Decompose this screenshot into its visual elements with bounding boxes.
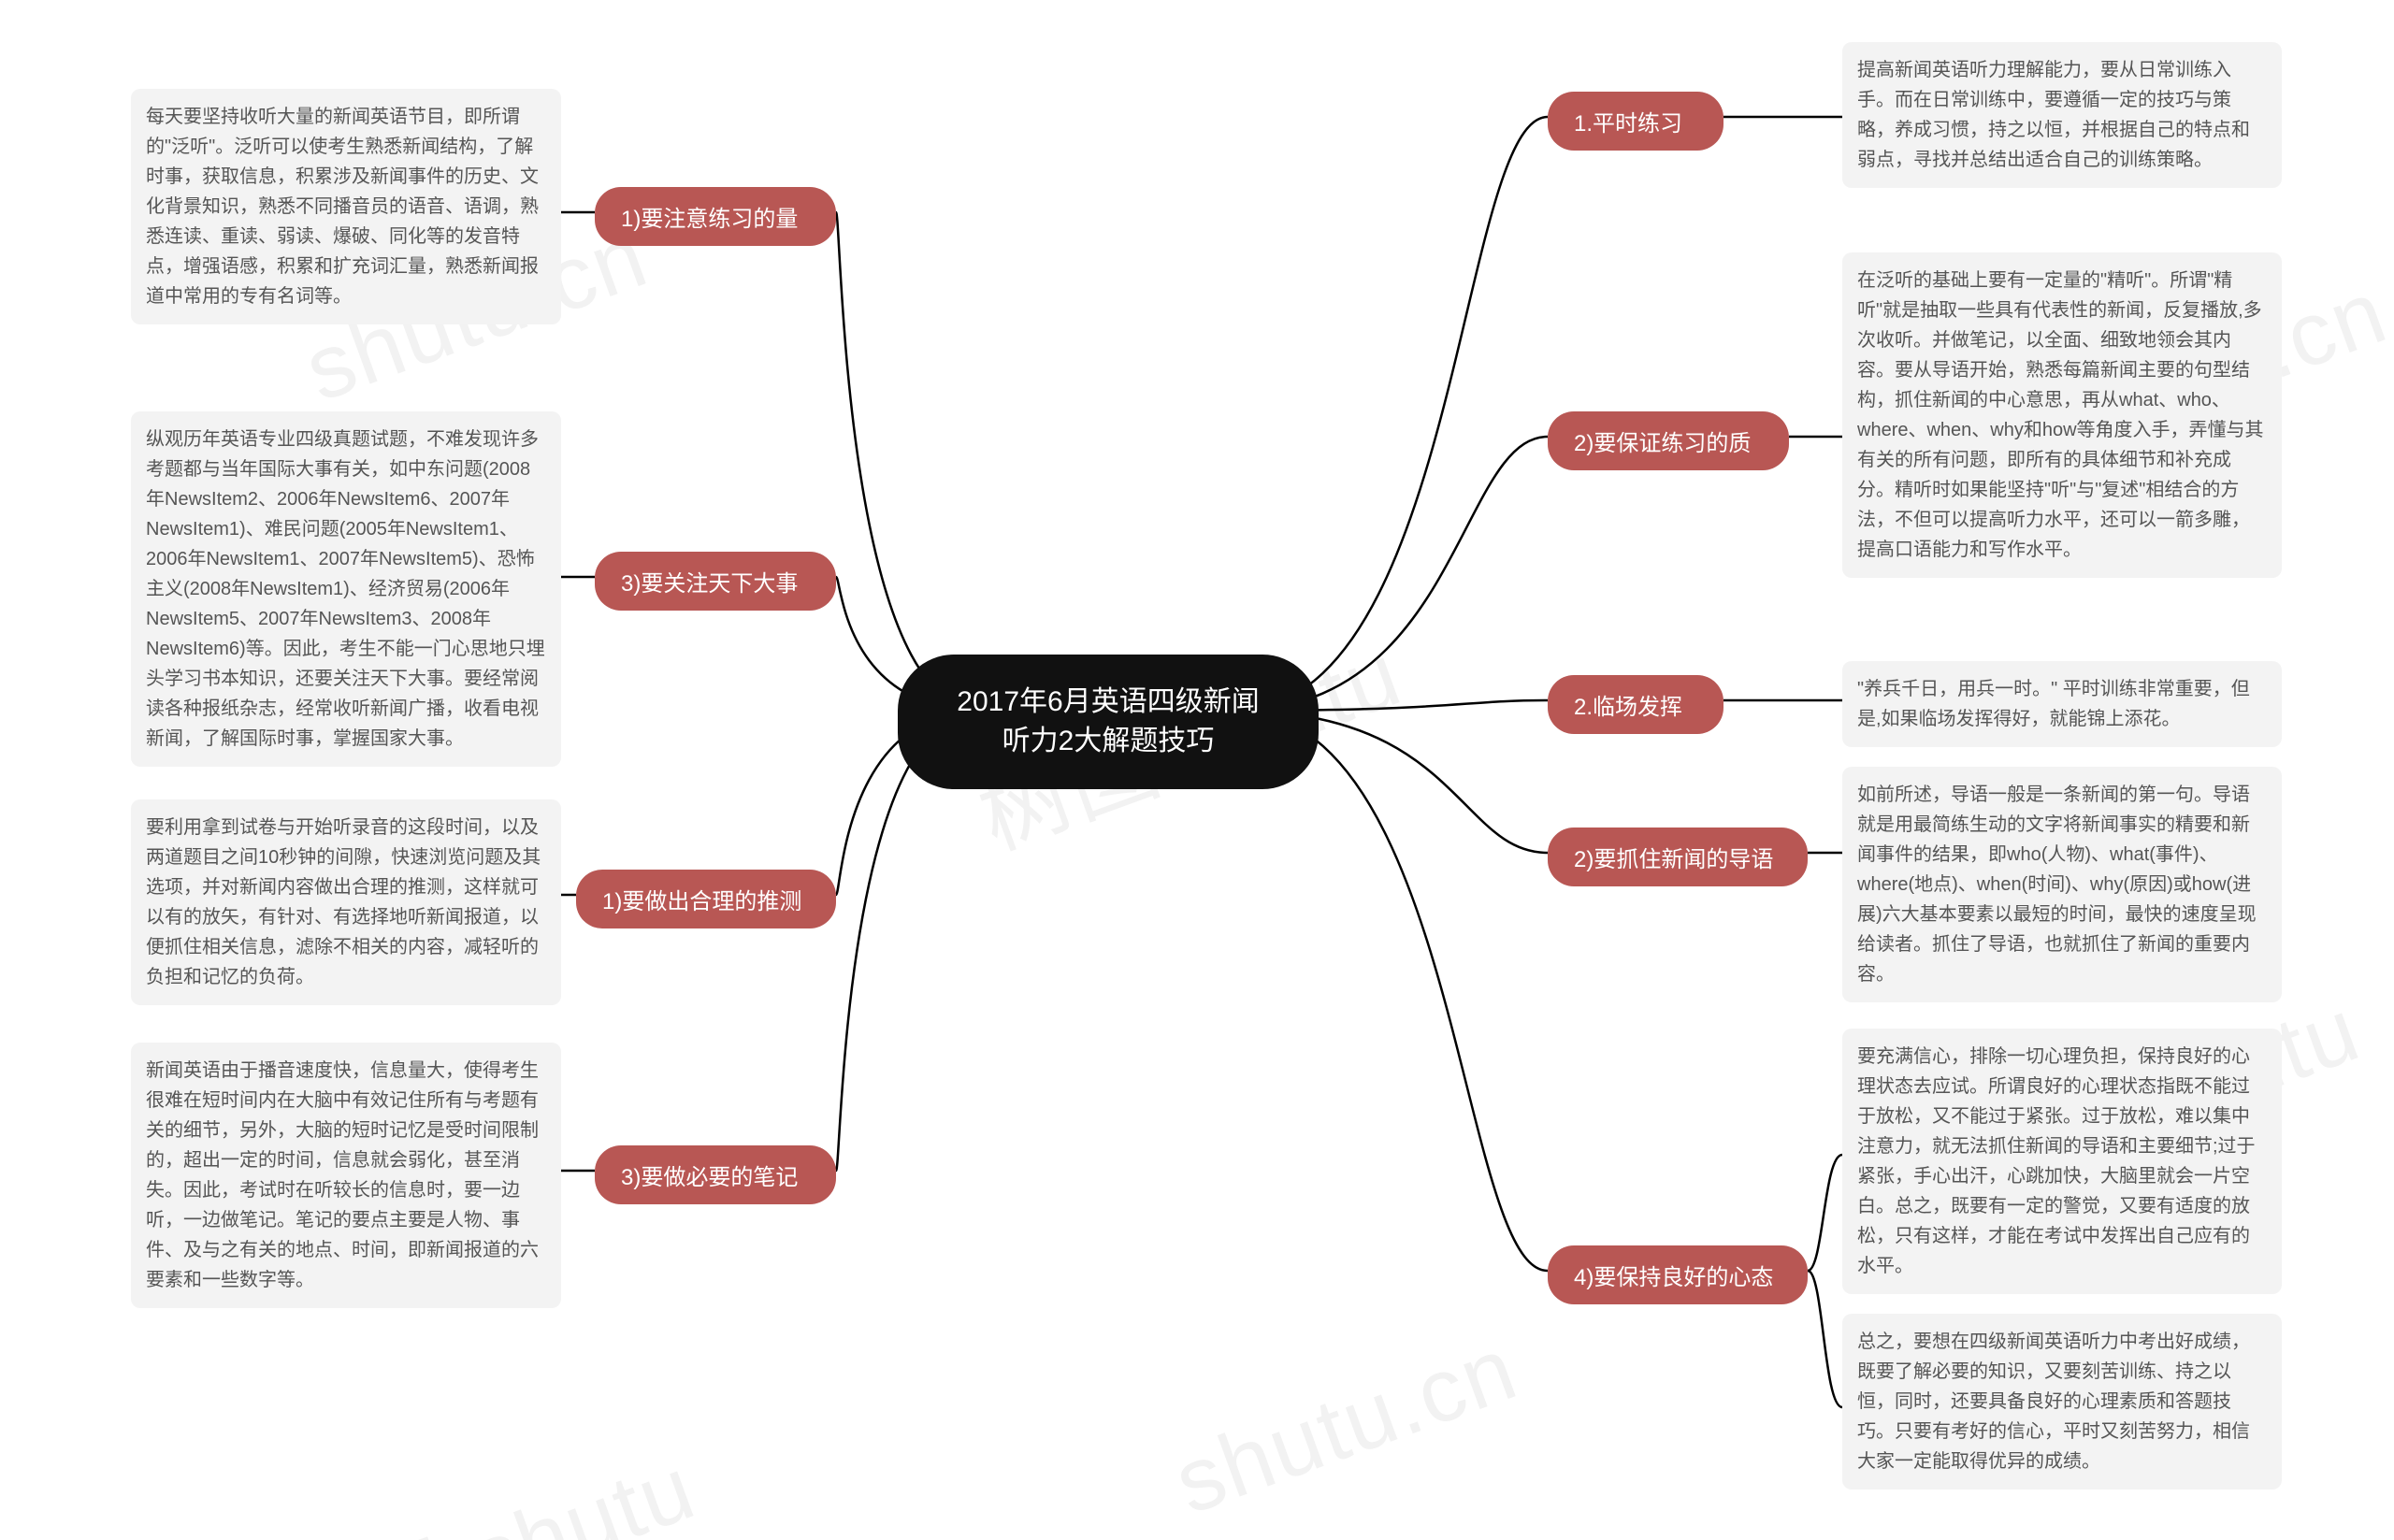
branch-good-mindset: 4)要保持良好的心态 — [1548, 1245, 1808, 1304]
center-topic: 2017年6月英语四级新闻 听力2大解题技巧 — [898, 655, 1319, 789]
branch-world-events: 3)要关注天下大事 — [595, 552, 836, 611]
center-line1: 2017年6月英语四级新闻 — [935, 683, 1281, 722]
leaf-r5b: 总之，要想在四级新闻英语听力中考出好成绩，既要了解必要的知识，又要刻苦训练、持之… — [1842, 1314, 2282, 1490]
leaf-l1a: 每天要坚持收听大量的新闻英语节目，即所谓的"泛听"。泛听可以使考生熟悉新闻结构，… — [131, 89, 561, 324]
branch-on-spot: 2.临场发挥 — [1548, 675, 1723, 734]
branch-news-lead: 2)要抓住新闻的导语 — [1548, 828, 1808, 886]
diagram-canvas: shutu.cn树图 shutushutu.cn树图 shutu树图 shutu… — [0, 0, 2394, 1540]
branch-daily-practice: 1.平时练习 — [1548, 92, 1723, 151]
branch-practice-quantity: 1)要注意练习的量 — [595, 187, 836, 246]
leaf-r5a: 要充满信心，排除一切心理负担，保持良好的心理状态去应试。所谓良好的心理状态指既不… — [1842, 1029, 2282, 1294]
branch-take-notes: 3)要做必要的笔记 — [595, 1145, 836, 1204]
branch-reasonable-guess: 1)要做出合理的推测 — [576, 870, 836, 928]
watermark-text: 树图 shutu — [252, 1416, 710, 1540]
center-line2: 听力2大解题技巧 — [935, 722, 1281, 761]
leaf-r4a: 如前所述，导语一般是一条新闻的第一句。导语就是用最简练生动的文字将新闻事实的精要… — [1842, 767, 2282, 1002]
leaf-r2a: 在泛听的基础上要有一定量的"精听"。所谓"精听"就是抽取一些具有代表性的新闻，反… — [1842, 252, 2282, 578]
leaf-l2a: 纵观历年英语专业四级真题试题，不难发现许多考题都与当年国际大事有关，如中东问题(… — [131, 411, 561, 767]
leaf-r3a: "养兵千日，用兵一时。" 平时训练非常重要，但是,如果临场发挥得好，就能锦上添花… — [1842, 661, 2282, 747]
leaf-l4a: 新闻英语由于播音速度快，信息量大，使得考生很难在短时间内在大脑中有效记住所有与考… — [131, 1043, 561, 1308]
watermark-text: shutu.cn — [1162, 1317, 1531, 1535]
branch-practice-quality: 2)要保证练习的质 — [1548, 411, 1789, 470]
leaf-l3a: 要利用拿到试卷与开始听录音的这段时间，以及两道题目之间10秒钟的间隙，快速浏览问… — [131, 799, 561, 1005]
leaf-r1a: 提高新闻英语听力理解能力，要从日常训练入手。而在日常训练中，要遵循一定的技巧与策… — [1842, 42, 2282, 188]
